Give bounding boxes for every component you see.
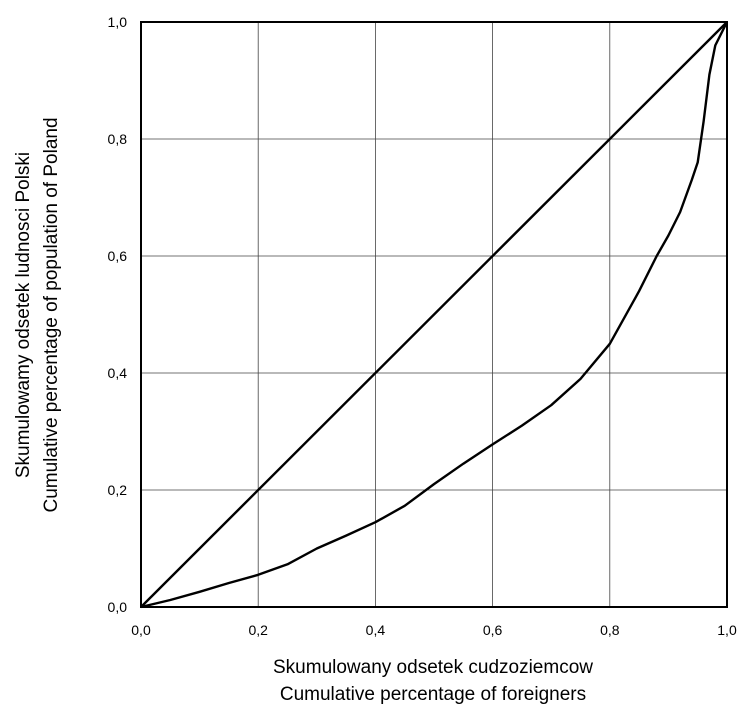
lorenz-curve [140, 21, 729, 609]
y-tick-label: 1,0 [108, 14, 128, 30]
x-tick-label: 0,6 [483, 622, 503, 638]
x-tick-label: 0,2 [248, 622, 268, 638]
equality-line [140, 21, 728, 608]
x-tick-label: 0,0 [131, 622, 151, 638]
x-tick-labels: 0,0 0,2 0,4 0,6 0,8 1,0 [131, 622, 737, 638]
x-tick-label: 0,4 [366, 622, 386, 638]
y-tick-label: 0,8 [108, 131, 128, 147]
series-lines [140, 21, 729, 609]
y-axis-title-line-1: Skumulowamy odsetek ludnosci Polski [13, 152, 34, 478]
x-tick-label: 1,0 [717, 622, 737, 638]
y-tick-label: 0,2 [108, 482, 128, 498]
y-tick-label: 0,6 [108, 248, 128, 264]
x-tick-label: 0,8 [600, 622, 620, 638]
y-tick-labels: 0,0 0,2 0,4 0,6 0,8 1,0 [108, 14, 128, 615]
x-axis-title-line-1: Skumulowany odsetek cudzoziemcow [273, 657, 593, 678]
y-tick-label: 0,0 [108, 599, 128, 615]
y-axis-title-line-2: Cumulative percentage of population of P… [41, 117, 62, 512]
y-tick-label: 0,4 [108, 365, 128, 381]
plot-frame [140, 21, 728, 608]
x-axis-title-line-2: Cumulative percentage of foreigners [280, 684, 586, 705]
